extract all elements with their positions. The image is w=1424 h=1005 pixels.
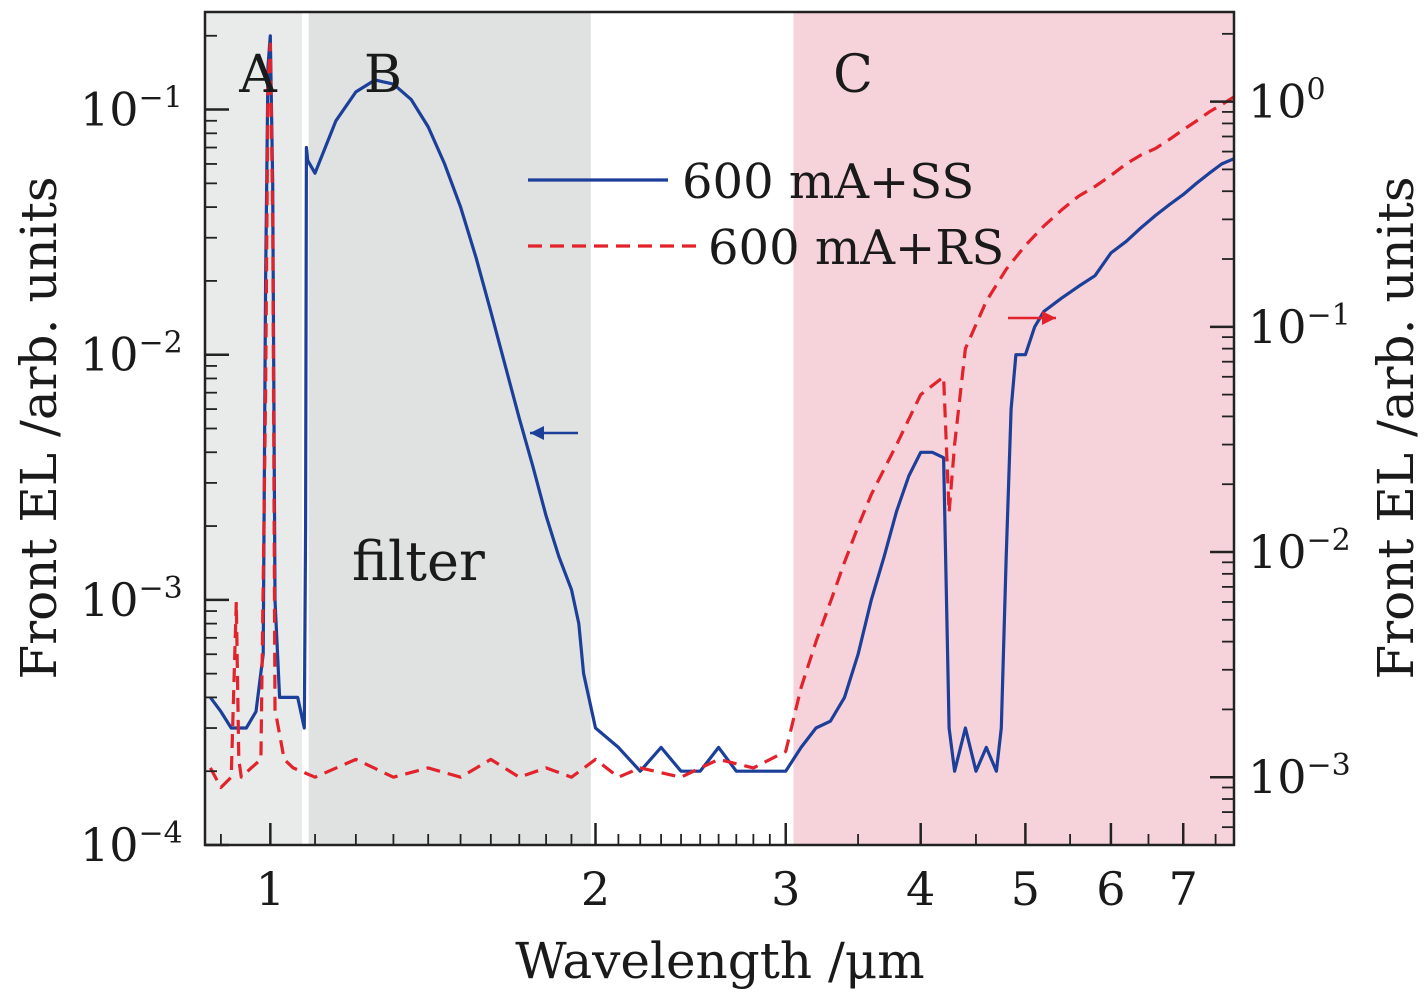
x-tick-label: 4 [906, 862, 935, 916]
region-c [793, 12, 1234, 845]
axis-arrow-head-left [530, 426, 544, 440]
series-line-rs [208, 42, 1235, 790]
legend-label-rs: 600 mA+RS [708, 220, 1004, 276]
y-right-tick-label: 100 [1248, 73, 1326, 129]
region-label-c: C [833, 45, 873, 105]
y-right-axis-title: Front EL /arb. units [1367, 177, 1424, 680]
x-tick-label: 1 [256, 862, 285, 916]
legend: 600 mA+SS 600 mA+RS [528, 154, 1004, 276]
legend-label-ss: 600 mA+SS [682, 154, 974, 210]
x-tick-label: 3 [771, 862, 800, 916]
series-layer [208, 34, 1235, 790]
region-label-b: B [364, 45, 402, 105]
x-tick-label: 6 [1096, 862, 1125, 916]
axis-arrow-head-right [1042, 311, 1056, 325]
y-right-tick-label: 10−3 [1248, 748, 1351, 804]
y-right-tick-label: 10−2 [1248, 523, 1351, 579]
y-left-axis-title: Front EL /arb. units [10, 177, 68, 680]
x-tick-label: 5 [1011, 862, 1040, 916]
x-axis-title: Wavelength /μm [515, 932, 924, 990]
ticks-layer: 1 2 3 4 5 6 7 10−4 10−3 10−2 10−1 10−3 10−2 10−1 100 [80, 32, 1351, 916]
series-line-ss [209, 34, 1235, 773]
y-left-tick-label: 10−4 [80, 816, 183, 872]
labels-layer: Wavelength /μm Front EL /arb. units Front … [10, 45, 1424, 990]
region-label-a: A [238, 45, 278, 105]
regions-layer [205, 12, 1234, 845]
y-left-tick-label: 10−1 [80, 81, 183, 137]
y-left-tick-label: 10−3 [80, 571, 183, 627]
x-tick-label: 7 [1169, 862, 1198, 916]
region-b [308, 12, 591, 845]
y-right-tick-label: 10−1 [1248, 298, 1351, 354]
filter-annotation: filter [352, 530, 485, 593]
x-tick-label: 2 [581, 862, 610, 916]
y-left-tick-label: 10−2 [80, 326, 183, 382]
region-a [205, 12, 303, 845]
